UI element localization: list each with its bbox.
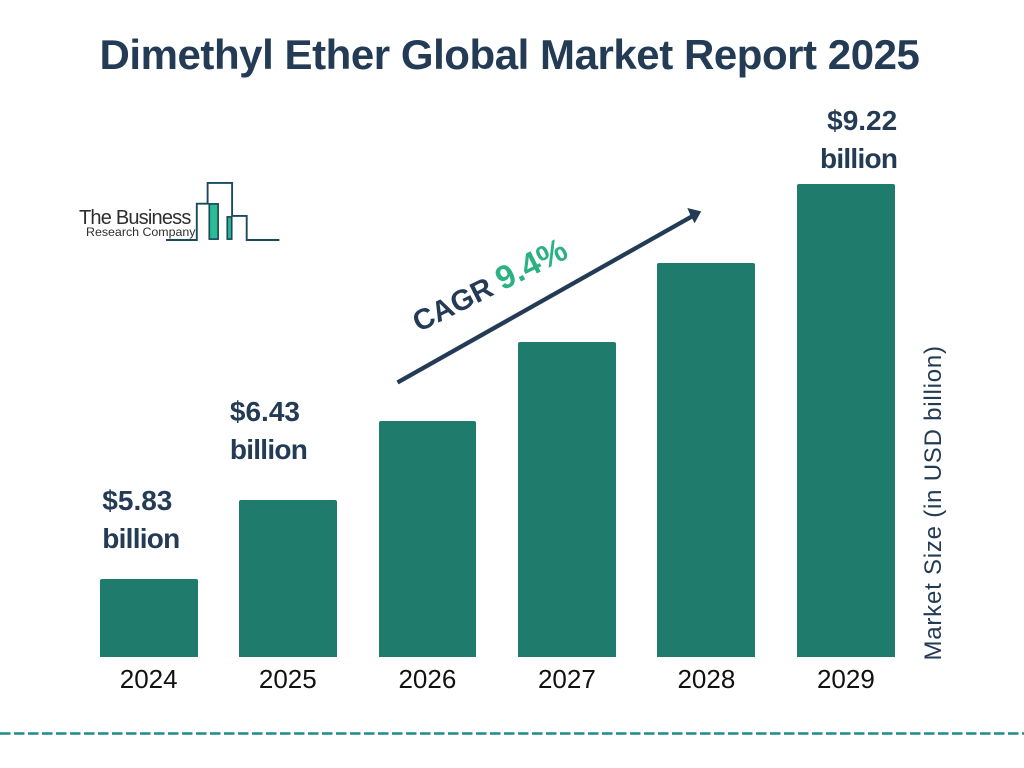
svg-text:CAGR 9.4%: CAGR 9.4% — [406, 230, 573, 338]
svg-text:Market Size (in USD billion): Market Size (in USD billion) — [920, 345, 947, 660]
